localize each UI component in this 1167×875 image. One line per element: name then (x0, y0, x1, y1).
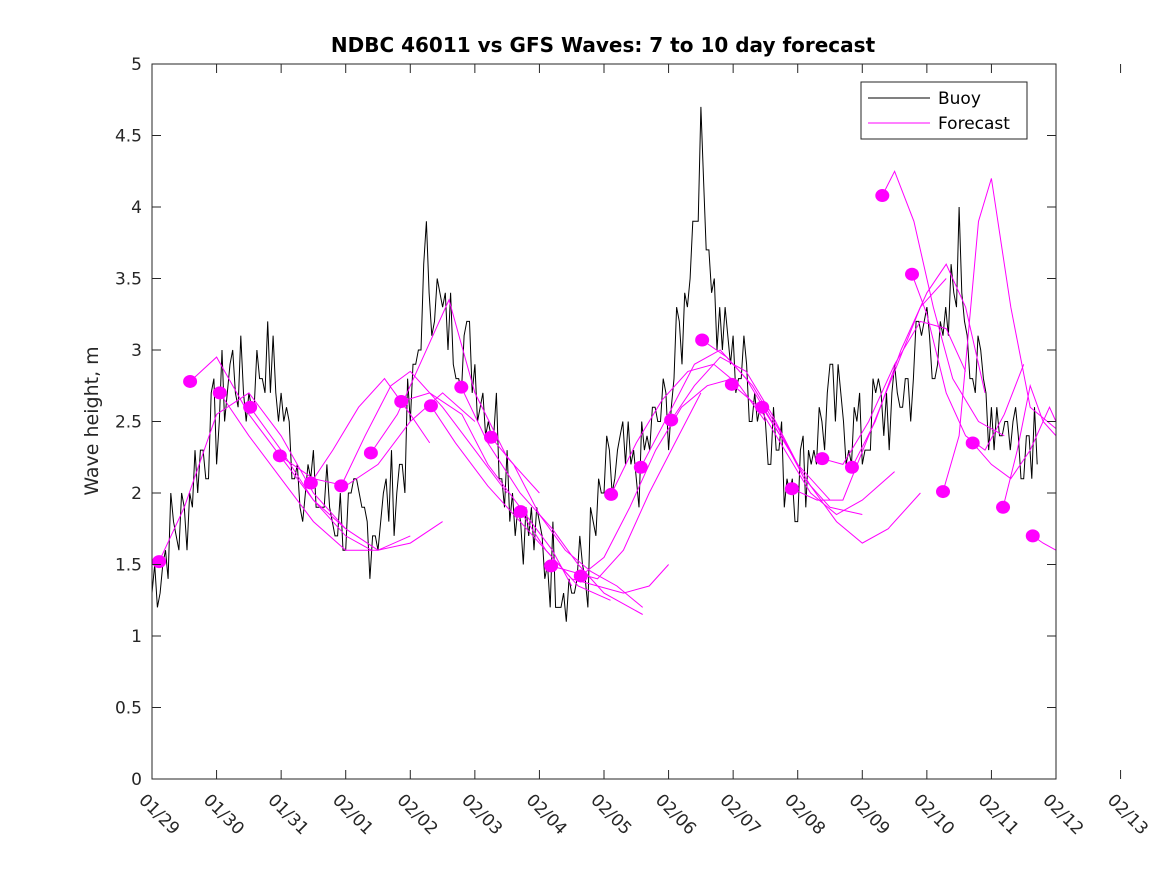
forecast-point (784, 482, 799, 496)
forecast-point (183, 374, 198, 388)
forecast-point (513, 505, 528, 519)
forecast-track-21 (791, 278, 947, 501)
forecast-track-15 (610, 363, 766, 495)
forecast-point (1025, 529, 1040, 543)
forecast-point (454, 380, 469, 394)
forecast-point (272, 449, 287, 463)
forecast-track-28 (1002, 383, 1056, 508)
x-tick-label: 02/04 (522, 790, 571, 839)
x-tick-label: 02/02 (393, 790, 442, 839)
forecast-point (303, 476, 318, 490)
x-tick-label: 02/03 (457, 790, 506, 839)
x-tick-label: 01/31 (264, 790, 313, 839)
forecast-point (996, 500, 1011, 514)
y-tick-label: 0.5 (115, 699, 142, 719)
legend-label-forecast: Forecast (938, 114, 1010, 134)
forecast-track-16 (640, 349, 799, 468)
forecast-point (905, 267, 920, 281)
x-tick-label: 02/09 (845, 790, 894, 839)
forecast-track-23 (851, 263, 986, 468)
forecast-track-20 (761, 406, 921, 544)
forecast-point (815, 452, 830, 466)
x-tick-label: 02/01 (328, 790, 377, 839)
x-tick-label: 02/08 (780, 790, 829, 839)
x-tick-label: 02/11 (974, 790, 1023, 839)
forecast-track-11 (490, 436, 644, 608)
buoy-line (152, 106, 1038, 622)
axes-box (151, 63, 1057, 780)
forecast-track-0 (158, 392, 347, 562)
forecast-point (544, 559, 559, 573)
x-tick-label: 02/12 (1038, 790, 1087, 839)
legend: Buoy Forecast (860, 81, 1028, 140)
y-tick-label: 4 (131, 198, 142, 218)
forecast-point (152, 555, 167, 569)
y-tick-label: 2.5 (115, 413, 142, 433)
forecast-point (423, 399, 438, 413)
forecast-point (664, 413, 679, 427)
forecast-track-8 (401, 392, 573, 587)
y-tick-label: 0 (131, 770, 142, 790)
y-tick-label: 1.5 (115, 556, 142, 576)
forecast-track-22 (822, 320, 967, 465)
x-tick-label: 02/07 (716, 790, 765, 839)
forecast-track-12 (520, 511, 669, 594)
forecast-point (394, 394, 409, 408)
y-tick-label: 3.5 (115, 270, 142, 290)
forecast-point (875, 189, 890, 203)
chart-title: NDBC 46011 vs GFS Waves: 7 to 10 day for… (331, 33, 876, 57)
forecast-track-27 (972, 405, 1056, 480)
y-tick-label: 4.5 (115, 127, 142, 147)
forecast-track-10 (460, 386, 643, 615)
legend-label-buoy: Buoy (938, 89, 981, 109)
forecast-track-3 (249, 406, 443, 551)
x-tick-label: 02/05 (586, 790, 635, 839)
forecast-track-5 (310, 377, 431, 484)
forecast-track-13 (550, 392, 702, 580)
y-tick-label: 5 (131, 55, 142, 75)
forecast-track-9 (430, 405, 611, 601)
forecast-point (604, 487, 619, 501)
forecast-track-25 (911, 274, 1025, 451)
forecast-point (755, 400, 770, 414)
forecast-point (243, 400, 258, 414)
x-tick-label: 01/30 (199, 790, 248, 839)
forecast-point (724, 377, 739, 391)
x-tick-label: 01/29 (134, 790, 183, 839)
forecast-point (695, 333, 710, 347)
x-tick-label: 02/06 (651, 790, 700, 839)
x-axis-ticks: 01/29 01/30 01/31 02/01 02/02 02/03 02/04 02/05… (134, 64, 1152, 839)
forecast-point (573, 569, 588, 583)
forecast-track-14 (580, 378, 734, 577)
y-tick-label: 2 (131, 484, 142, 504)
forecast-track-24 (881, 170, 1005, 437)
forecast-point (334, 479, 349, 493)
y-tick-label: 1 (131, 627, 142, 647)
y-axis-label: Wave height, m (81, 346, 103, 495)
forecast-point (965, 436, 980, 450)
forecast-track-26 (942, 178, 1056, 492)
x-tick-label: 02/13 (1103, 790, 1152, 839)
x-tick-label: 02/10 (909, 790, 958, 839)
forecast-point (363, 446, 378, 460)
forecast-point (484, 430, 498, 444)
forecast-track-6 (340, 370, 508, 494)
legend-box (860, 81, 1028, 140)
forecast-point (212, 386, 227, 400)
forecast-track-7 (370, 298, 540, 494)
forecast-point (936, 485, 950, 499)
forecast-point (844, 460, 859, 474)
plot-area (152, 106, 1056, 622)
y-tick-label: 3 (131, 341, 142, 361)
forecast-point (633, 460, 648, 474)
forecast-track-2 (219, 392, 411, 551)
y-axis-ticks: 0 0.5 1 1.5 2 2.5 3 3.5 4 4.5 5 (115, 55, 1056, 790)
forecast-track-18 (701, 339, 863, 515)
